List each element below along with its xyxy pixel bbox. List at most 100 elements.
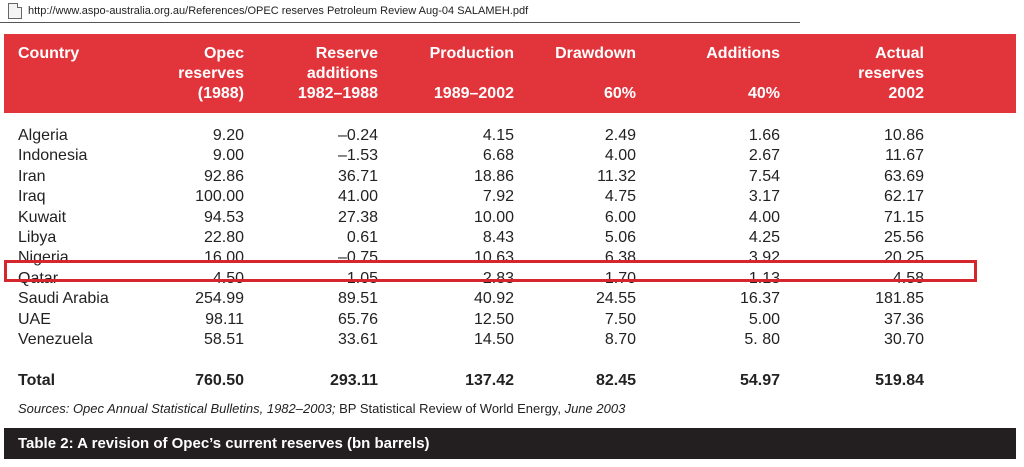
cell-country: Indonesia — [18, 147, 88, 165]
total-opec-reserves-1988: 760.50 — [195, 372, 244, 389]
cell-actual-reserves-2002: 25.56 — [883, 228, 924, 246]
cell-actual-reserves-2002: 37.36 — [883, 310, 924, 328]
cell-production: 4.15 — [482, 127, 514, 144]
url-bar: http://www.aspo-australia.org.au/Referen… — [0, 0, 800, 23]
cell-country: Saudi Arabia — [18, 290, 109, 308]
cell-production: 10.00 — [473, 208, 514, 226]
cell-opec-reserves-1988: 98.11 — [205, 310, 244, 328]
cell-reserve-additions: 89.51 — [337, 290, 378, 308]
sources-part-3: June 2003 — [564, 401, 626, 416]
cell-country: Nigeria — [18, 249, 69, 267]
sources-label: Sources: — [18, 401, 70, 416]
header-line: Reserve — [315, 45, 378, 62]
cell-additions: 2.67 — [748, 147, 780, 165]
table-row: Qatar 4.50 1.05 2.83 1.70 1.13 4.58 — [4, 269, 1016, 289]
cell-additions: 4.00 — [748, 208, 780, 226]
cell-reserve-additions: –1.53 — [337, 147, 378, 165]
total-actual-reserves-2002: 519.84 — [875, 372, 924, 389]
header-line: Production — [429, 45, 514, 62]
table-row: UAE 98.11 65.76 12.50 7.50 5.00 37.36 — [4, 310, 1016, 330]
cell-reserve-additions: 1.05 — [346, 269, 378, 287]
cell-actual-reserves-2002: 4.58 — [892, 269, 924, 287]
table-header: Country Opec reserves (1988) Reserve addition… — [4, 34, 1016, 113]
cell-opec-reserves-1988: 58.51 — [203, 330, 244, 348]
sources-part-1: Opec Annual Statistical Bulletins, 1982–… — [72, 401, 336, 416]
header-production: Production 1989–2002 — [430, 44, 514, 104]
caption-text: Table 2: A revision of Opec’s current re… — [18, 435, 430, 452]
total-country: Total — [18, 372, 56, 389]
table-row: Venezuela 58.51 33.61 14.50 8.70 5. 80 30.70 — [4, 330, 1016, 350]
table-row: Saudi Arabia 254.99 89.51 40.92 24.55 16.37 18… — [4, 289, 1016, 309]
cell-drawdown: 6.00 — [604, 208, 636, 226]
header-line: 60% — [603, 85, 636, 102]
cell-actual-reserves-2002: 20.25 — [883, 249, 924, 267]
header-additions: Additions 40% — [706, 44, 780, 104]
header-actual-reserves-2002: Actual reserves 2002 — [858, 44, 924, 104]
cell-opec-reserves-1988: 9.20 — [212, 127, 244, 144]
cell-drawdown: 4.00 — [604, 147, 636, 165]
cell-additions: 5. 80 — [744, 330, 780, 348]
table-row: Indonesia 9.00 –1.53 6.68 4.00 2.67 11.67 — [4, 146, 1016, 166]
total-row: Total 760.50 293.11 137.42 82.45 54.97 519.84 — [4, 371, 1016, 393]
cell-opec-reserves-1988: 22.80 — [203, 228, 244, 246]
table-row: Nigeria 16.00 –0.75 10.63 6.38 3.92 20.25 — [4, 248, 1016, 268]
table-body: Algeria 9.20 –0.24 4.15 2.49 1.66 10.86 Indones… — [4, 126, 1016, 350]
table-row: Kuwait 94.53 27.38 10.00 6.00 4.00 71.15 — [4, 208, 1016, 228]
cell-drawdown: 24.55 — [595, 290, 636, 308]
cell-additions: 3.92 — [748, 249, 780, 267]
header-line: Opec — [203, 45, 244, 62]
cell-drawdown: 2.49 — [604, 127, 636, 144]
sources-note: Sources: Opec Annual Statistical Bulleti… — [18, 401, 625, 416]
header-line: additions — [306, 65, 378, 82]
header-line: Additions — [706, 45, 780, 62]
total-drawdown: 82.45 — [595, 372, 636, 389]
cell-production: 12.50 — [473, 310, 514, 328]
cell-country: Iraq — [18, 188, 46, 206]
table-row: Libya 22.80 0.61 8.43 5.06 4.25 25.56 — [4, 228, 1016, 248]
cell-reserve-additions: 65.76 — [337, 310, 378, 328]
header-reserve-additions: Reserve additions 1982–1988 — [298, 44, 378, 104]
cell-reserve-additions: –0.75 — [337, 249, 378, 267]
sources-part-2: BP Statistical Review of World Energy, — [339, 401, 561, 416]
header-line: 2002 — [888, 85, 924, 102]
header-line: reserves — [858, 65, 924, 82]
table-row: Algeria 9.20 –0.24 4.15 2.49 1.66 10.86 — [4, 126, 1016, 146]
cell-country: Qatar — [18, 269, 59, 287]
cell-opec-reserves-1988: 254.99 — [195, 290, 244, 308]
cell-reserve-additions: 33.61 — [337, 330, 378, 348]
cell-opec-reserves-1988: 4.50 — [212, 269, 244, 287]
header-line: 1982–1988 — [297, 85, 378, 102]
cell-actual-reserves-2002: 63.69 — [883, 167, 924, 185]
total-production: 137.42 — [465, 372, 514, 389]
header-opec-reserves-1988: Opec reserves (1988) — [178, 44, 244, 104]
header-line: Actual — [875, 45, 924, 62]
cell-drawdown: 1.70 — [604, 269, 636, 287]
cell-actual-reserves-2002: 30.70 — [883, 330, 924, 348]
cell-reserve-additions: 0.61 — [346, 228, 378, 246]
cell-actual-reserves-2002: 11.67 — [885, 147, 924, 165]
cell-additions: 3.17 — [748, 188, 780, 206]
cell-opec-reserves-1988: 92.86 — [203, 167, 244, 185]
cell-country: Algeria — [18, 127, 68, 144]
cell-production: 6.68 — [482, 147, 514, 165]
cell-additions: 1.66 — [748, 127, 780, 144]
cell-additions: 4.25 — [748, 228, 780, 246]
reserves-table-figure: Country Opec reserves (1988) Reserve addition… — [4, 34, 1016, 459]
cell-additions: 16.37 — [739, 290, 780, 308]
cell-production: 18.86 — [473, 167, 514, 185]
header-line: Drawdown — [555, 45, 636, 62]
cell-production: 2.83 — [482, 269, 514, 287]
cell-opec-reserves-1988: 16.00 — [203, 249, 244, 267]
table-row: Iraq 100.00 41.00 7.92 4.75 3.17 62.17 — [4, 187, 1016, 207]
cell-country: Iran — [18, 167, 46, 185]
cell-additions: 5.00 — [748, 310, 780, 328]
header-drawdown: Drawdown 60% — [555, 44, 636, 104]
total-reserve-additions: 293.11 — [329, 372, 378, 389]
cell-production: 14.50 — [473, 330, 514, 348]
cell-actual-reserves-2002: 10.86 — [883, 127, 924, 144]
cell-drawdown: 4.75 — [604, 188, 636, 206]
cell-production: 10.63 — [473, 249, 514, 267]
cell-actual-reserves-2002: 71.15 — [883, 208, 924, 226]
cell-drawdown: 7.50 — [604, 310, 636, 328]
cell-reserve-additions: 27.38 — [337, 208, 378, 226]
